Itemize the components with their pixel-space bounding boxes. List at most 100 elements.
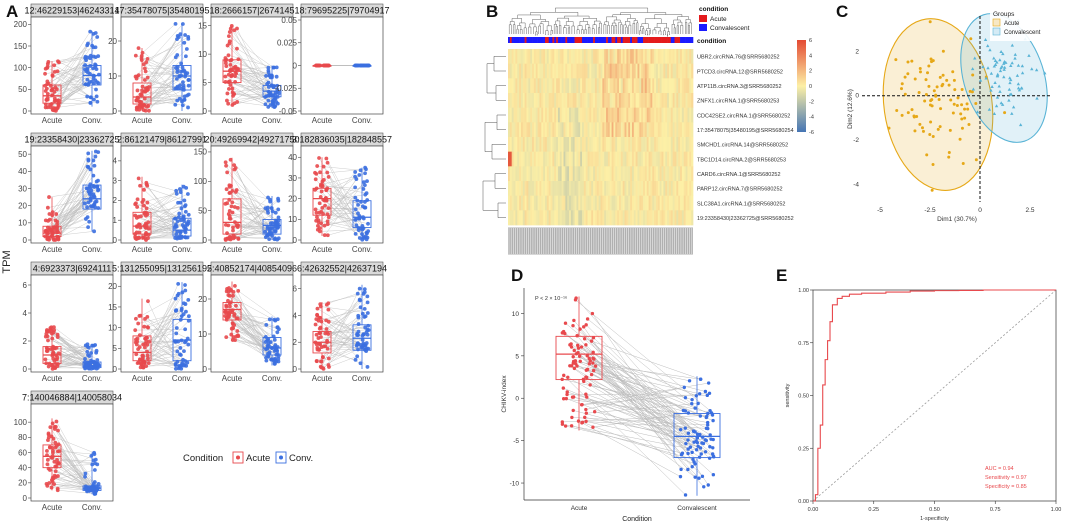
heatmap-cell	[678, 49, 681, 65]
heatmap-cell	[546, 93, 550, 109]
acute-point	[903, 75, 907, 79]
acute-point	[226, 34, 231, 39]
heatmap-cell	[639, 122, 642, 138]
pair-line	[569, 365, 693, 453]
acute-point	[929, 120, 933, 124]
acute-point	[945, 78, 949, 82]
convalescent-point	[988, 48, 992, 52]
facet-title: 17:35478075|35480195	[115, 6, 210, 16]
pair-line	[228, 35, 274, 68]
acute-point	[55, 98, 60, 103]
y-tick-label: 3	[113, 176, 118, 185]
conv-point	[269, 357, 274, 362]
heatmap-cell	[687, 63, 690, 79]
conv-point	[266, 195, 270, 200]
heatmap-cell	[619, 93, 622, 109]
heatmap-cell	[572, 166, 575, 182]
heatmap-cell	[681, 49, 685, 65]
heatmap-cell	[546, 151, 550, 167]
condition-annotation-cell	[678, 37, 681, 43]
heatmap-cell	[685, 181, 688, 197]
condition-annotation-cell	[557, 37, 561, 43]
convalescent-point	[1002, 67, 1006, 71]
acute-point	[235, 66, 240, 71]
condition-annotation-cell	[661, 37, 664, 43]
heatmap-cell	[665, 63, 668, 79]
heatmap-cell	[596, 195, 599, 211]
acute-point	[54, 212, 59, 216]
heatmap-cell	[646, 63, 649, 79]
heatmap-cell	[511, 63, 514, 79]
heatmap-cell	[683, 181, 686, 197]
heatmap-cell	[515, 181, 518, 197]
heatmap-cell	[524, 151, 527, 167]
conv-point	[353, 195, 358, 200]
acute-point	[47, 212, 52, 216]
conv-point	[271, 93, 275, 98]
heatmap-cell	[565, 210, 568, 226]
acute-point	[930, 60, 934, 64]
pair-line	[147, 185, 177, 225]
conv-point	[356, 333, 360, 338]
acute-point	[52, 63, 57, 68]
heatmap-cell	[611, 181, 614, 197]
heatmap-cell	[539, 93, 542, 109]
acute-point	[142, 361, 146, 366]
conv-point	[96, 187, 101, 192]
conv-point	[96, 81, 101, 86]
heatmap-cell	[689, 107, 692, 123]
pair-line	[232, 190, 272, 209]
acute-point	[948, 128, 952, 132]
acute-point	[54, 362, 59, 366]
heatmap-cell	[657, 93, 661, 109]
heatmap-cell	[519, 181, 522, 197]
heatmap-cell	[606, 93, 609, 109]
conv-point	[83, 363, 88, 368]
condition-annotation-cell	[548, 37, 551, 43]
acute-point	[955, 104, 959, 108]
condition-annotation-cell	[626, 37, 629, 43]
heatmap-cell	[545, 63, 548, 79]
pair-line	[135, 218, 176, 235]
heatmap-cell	[689, 166, 692, 182]
acute-point	[319, 335, 323, 339]
heatmap-cell	[633, 181, 636, 197]
pair-line	[227, 311, 280, 330]
conv-point	[276, 359, 281, 364]
convalescent-point	[706, 483, 710, 487]
y-tick-label: -0.025	[274, 84, 297, 93]
acute-point	[52, 424, 57, 429]
heatmap-cell	[519, 122, 522, 138]
heatmap-cell	[604, 78, 607, 94]
heatmap-cell	[613, 195, 616, 211]
convalescent-point	[1008, 81, 1012, 85]
heatmap-cell	[548, 151, 551, 167]
conv-point	[181, 301, 186, 306]
heatmap-cell	[552, 166, 555, 182]
conv-point	[360, 337, 365, 342]
heatmap-cell	[622, 181, 625, 197]
heatmap-cell	[607, 166, 611, 182]
pair-line	[320, 196, 359, 231]
heatmap-cell	[602, 210, 605, 226]
y-tick-label: 20	[198, 295, 207, 304]
heatmap-cell	[548, 78, 551, 94]
x-tick-label: Conv.	[82, 374, 102, 383]
condition-annotation-cell	[657, 37, 660, 43]
heatmap-cell	[681, 137, 685, 153]
heatmap-cell	[678, 181, 681, 197]
heatmap-cell	[572, 181, 575, 197]
heatmap-cell	[543, 93, 546, 109]
conv-point	[89, 188, 94, 193]
acute-point	[141, 353, 146, 358]
acute-point	[141, 342, 146, 347]
acute-point	[592, 357, 596, 361]
heatmap-cell	[619, 122, 622, 138]
condition-annotation-cell	[533, 37, 537, 43]
heatmap-cell	[576, 181, 579, 197]
heatmap-cell	[546, 49, 550, 65]
heatmap-cell	[515, 93, 518, 109]
heatmap-cell	[587, 49, 590, 65]
conv-point	[357, 286, 362, 291]
acute-point	[918, 70, 922, 74]
